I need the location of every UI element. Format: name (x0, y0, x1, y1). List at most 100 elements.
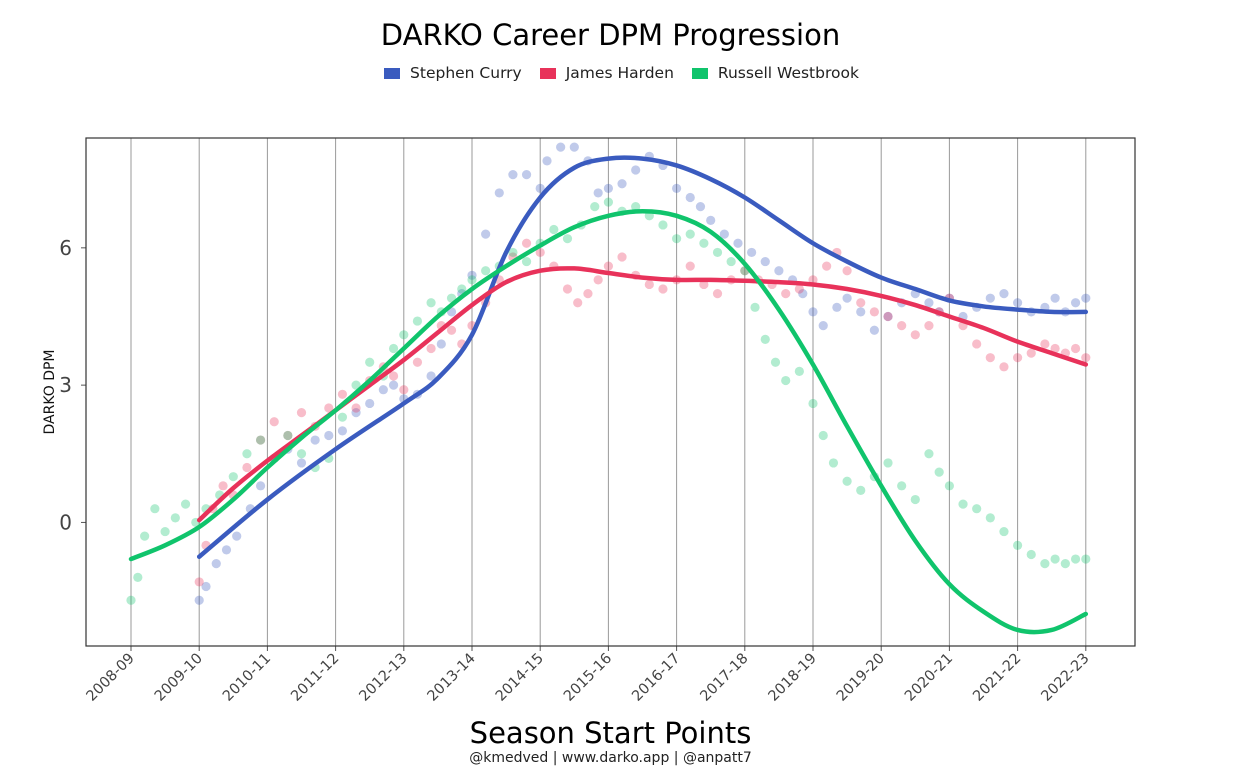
y-tick-label: 6 (59, 236, 72, 260)
data-point-westbrook (590, 202, 600, 212)
data-point-harden (562, 284, 573, 294)
data-point-westbrook (631, 202, 641, 212)
data-point-curry (672, 183, 682, 193)
data-point-curry (808, 307, 818, 317)
data-point-westbrook (897, 481, 907, 491)
data-point-curry (999, 289, 1009, 299)
data-point-curry (255, 481, 266, 491)
data-point-curry (467, 270, 477, 280)
data-point-harden (296, 407, 307, 418)
data-point-curry (221, 545, 232, 555)
data-point-curry (1081, 293, 1091, 303)
data-point-harden (856, 298, 866, 308)
data-point-westbrook (521, 256, 532, 267)
data-point-westbrook (699, 238, 709, 248)
data-point-westbrook (1081, 554, 1091, 564)
data-point-westbrook (856, 485, 866, 495)
data-point-harden (1070, 343, 1081, 354)
trend-line-curry (196, 155, 1089, 560)
legend: Stephen Curry James Harden Russell Westb… (0, 64, 1243, 82)
data-point-westbrook (934, 467, 944, 477)
x-tick-label: 2021-22 (970, 651, 1024, 705)
data-point-curry (521, 170, 532, 180)
trend-line-westbrook (128, 208, 1089, 635)
data-point-curry (1070, 298, 1081, 308)
data-point-curry (883, 311, 893, 322)
data-point-westbrook (726, 256, 736, 267)
data-point-curry (569, 142, 579, 152)
data-point-westbrook (1070, 554, 1081, 564)
data-point-westbrook (972, 504, 982, 514)
data-point-curry (685, 192, 695, 203)
data-point-curry (337, 426, 348, 436)
data-point-harden (426, 343, 436, 354)
data-point-westbrook (351, 380, 361, 390)
data-point-curry (494, 188, 504, 198)
data-point-curry (378, 385, 388, 395)
data-point-harden (446, 325, 457, 335)
data-point-westbrook (794, 366, 804, 377)
legend-swatch-westbrook (691, 67, 708, 79)
x-tick-label: 2009-10 (152, 651, 206, 705)
data-point-harden (521, 238, 532, 248)
data-point-harden (1050, 343, 1060, 354)
data-point-harden (218, 481, 228, 491)
data-point-westbrook (603, 197, 614, 207)
data-point-westbrook (1026, 549, 1036, 560)
data-point-westbrook (1013, 540, 1023, 550)
data-point-harden (388, 371, 399, 381)
data-point-westbrook (1060, 559, 1070, 569)
data-point-harden (794, 284, 804, 294)
chart-title: DARKO Career DPM Progression (380, 18, 841, 52)
data-point-westbrook (781, 375, 791, 386)
x-tick-label: 2008-09 (84, 651, 138, 705)
data-point-curry (351, 407, 361, 418)
x-tick-label: 2016-17 (629, 651, 683, 705)
x-tick-label: 2012-13 (356, 651, 410, 705)
data-point-curry (719, 229, 729, 239)
chart-caption: @kmedved | www.darko.app | @anpatt7 (469, 750, 752, 766)
y-tick-label: 3 (59, 373, 72, 397)
data-point-harden (617, 252, 627, 262)
data-point-westbrook (412, 316, 423, 326)
data-point-harden (573, 298, 583, 308)
data-point-westbrook (481, 266, 491, 276)
x-tick-label: 2014-15 (493, 651, 547, 705)
data-point-westbrook (133, 572, 143, 582)
legend-swatch-harden (539, 67, 556, 79)
x-tick-label: 2020-21 (902, 651, 956, 705)
data-point-curry (1013, 298, 1023, 308)
data-point-westbrook (658, 220, 668, 230)
data-point-westbrook (228, 472, 238, 482)
data-point-westbrook (958, 499, 968, 509)
data-point-westbrook (150, 504, 160, 514)
data-point-westbrook (467, 275, 477, 285)
data-point-curry (436, 339, 446, 349)
data-point-curry (869, 325, 879, 335)
data-point-curry (556, 142, 566, 152)
data-point-harden (535, 247, 545, 258)
data-point-harden (883, 311, 893, 322)
data-point-westbrook (296, 449, 307, 459)
data-point-westbrook (818, 430, 828, 441)
data-point-harden (781, 289, 791, 299)
data-point-curry (747, 247, 757, 258)
data-point-westbrook (985, 513, 995, 523)
x-axis-title: Season Start Points (469, 716, 752, 750)
data-point-harden (685, 261, 695, 271)
data-point-curry (508, 170, 518, 180)
legend-item-curry: Stephen Curry (384, 64, 522, 82)
data-point-westbrook (999, 526, 1009, 537)
data-point-harden (351, 403, 361, 413)
data-point-harden (337, 389, 348, 399)
data-point-curry (924, 298, 934, 308)
data-point-harden (399, 385, 409, 395)
data-point-curry (388, 380, 399, 390)
data-point-westbrook (750, 302, 760, 312)
data-point-westbrook (924, 449, 934, 459)
data-point-harden (699, 279, 709, 290)
data-point-harden (412, 357, 423, 367)
data-point-harden (194, 577, 204, 587)
data-point-curry (760, 256, 770, 267)
